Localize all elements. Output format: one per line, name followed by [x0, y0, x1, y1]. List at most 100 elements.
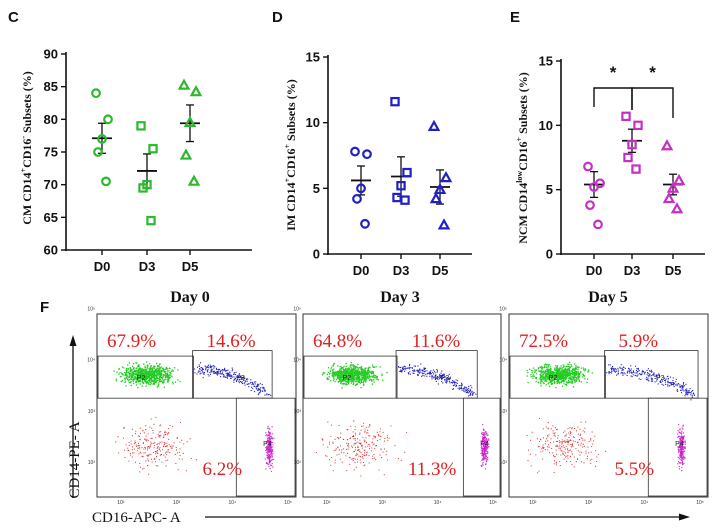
event-dot-p4 [482, 458, 484, 460]
event-dot-p2 [543, 378, 545, 380]
event-dot-p1 [388, 437, 390, 439]
gate-p3 [395, 350, 478, 399]
event-dot-p3 [401, 371, 403, 373]
event-dot-p2 [530, 369, 533, 372]
event-dot-p3 [641, 372, 643, 374]
event-dot-p4 [680, 441, 682, 443]
event-dot-p2 [158, 375, 160, 377]
event-dot-p3 [612, 365, 614, 368]
event-dot-p2 [561, 376, 564, 379]
event-dot-p3 [646, 379, 648, 381]
event-dot-p3 [632, 371, 635, 373]
event-dot-p1 [547, 440, 549, 442]
event-dot-p1 [164, 442, 166, 444]
event-dot-p4 [266, 445, 268, 448]
event-dot-p2 [357, 363, 359, 366]
event-dot-p1 [563, 431, 565, 433]
event-dot-p2 [372, 365, 374, 368]
event-dot-p2 [568, 363, 570, 365]
event-dot-p3 [634, 365, 637, 367]
event-dot-p2 [373, 366, 376, 368]
event-dot-p2 [348, 371, 350, 374]
event-dot-p4 [483, 447, 485, 449]
event-dot-p1 [566, 441, 568, 443]
event-dot-p1 [162, 446, 164, 448]
data-point [138, 183, 148, 193]
event-dot-p3 [233, 373, 235, 375]
event-dot-p2 [569, 361, 571, 363]
event-dot-p3 [237, 376, 239, 378]
event-dot-p2 [140, 380, 142, 382]
event-dot-p1 [157, 452, 159, 454]
event-dot-p2 [547, 376, 549, 378]
event-dot-p3 [235, 371, 237, 373]
event-dot-p3 [194, 368, 196, 370]
event-dot-p2 [564, 373, 566, 376]
event-dot-p4 [272, 466, 274, 468]
event-dot-p2 [587, 371, 589, 373]
event-dot-p2 [355, 374, 357, 377]
event-dot-p2 [555, 368, 557, 371]
event-dot-p1 [571, 428, 573, 430]
event-dot-p2 [558, 377, 560, 379]
event-dot-p2 [355, 383, 358, 385]
flow-y-tick: 10⁵ [499, 306, 507, 312]
event-dot-p4 [266, 456, 268, 458]
event-dot-p2 [556, 367, 559, 369]
event-dot-p1 [362, 437, 364, 439]
event-dot-p3 [241, 376, 243, 379]
event-dot-p2 [344, 383, 346, 385]
event-dot-p2 [545, 384, 547, 386]
event-dot-p2 [554, 367, 556, 369]
event-dot-p2 [154, 379, 156, 381]
event-dot-p4 [681, 451, 683, 453]
event-dot-p1 [330, 435, 332, 437]
event-dot-p2 [135, 372, 137, 374]
event-dot-p3 [213, 367, 215, 369]
event-dot-p1 [570, 431, 572, 433]
event-dot-p2 [340, 381, 342, 383]
event-dot-p4 [681, 436, 683, 438]
event-dot-p2 [568, 381, 570, 383]
event-dot-p1 [354, 432, 356, 434]
event-dot-p2 [352, 375, 354, 377]
event-dot-p2 [568, 365, 570, 368]
event-dot-p4 [268, 449, 270, 451]
event-dot-p2 [527, 381, 529, 384]
event-dot-p2 [577, 377, 579, 379]
event-dot-p1 [156, 443, 158, 445]
event-dot-p3 [432, 373, 435, 375]
event-dot-p1 [540, 451, 542, 453]
event-dot-p4 [682, 432, 684, 434]
event-dot-p3 [246, 380, 248, 382]
event-dot-p1 [367, 429, 369, 431]
event-dot-p2 [548, 374, 551, 376]
y-tick-label: 65 [44, 210, 58, 225]
event-dot-p2 [565, 375, 567, 378]
event-dot-p2 [338, 376, 340, 379]
event-dot-p2 [557, 372, 560, 374]
event-dot-p2 [170, 375, 172, 377]
event-dot-p2 [133, 382, 135, 385]
event-dot-p4 [679, 438, 681, 440]
event-dot-p4 [486, 442, 489, 444]
event-dot-p2 [562, 374, 564, 376]
event-dot-p2 [354, 366, 357, 368]
event-dot-p1 [146, 454, 148, 456]
event-dot-p2 [371, 375, 373, 377]
event-dot-p3 [623, 372, 625, 374]
event-dot-p1 [153, 447, 155, 449]
event-dot-p4 [486, 434, 488, 436]
event-dot-p1 [360, 462, 362, 464]
event-dot-p2 [555, 370, 557, 372]
event-dot-p2 [142, 370, 144, 373]
event-dot-p3 [423, 368, 426, 371]
event-dot-p2 [545, 378, 547, 380]
event-dot-p2 [154, 380, 156, 382]
event-dot-p2 [545, 364, 548, 366]
event-dot-p3 [672, 382, 674, 384]
event-dot-p4 [482, 448, 484, 450]
event-dot-p2 [156, 374, 159, 376]
event-dot-p3 [443, 376, 445, 379]
event-dot-p3 [436, 376, 438, 378]
